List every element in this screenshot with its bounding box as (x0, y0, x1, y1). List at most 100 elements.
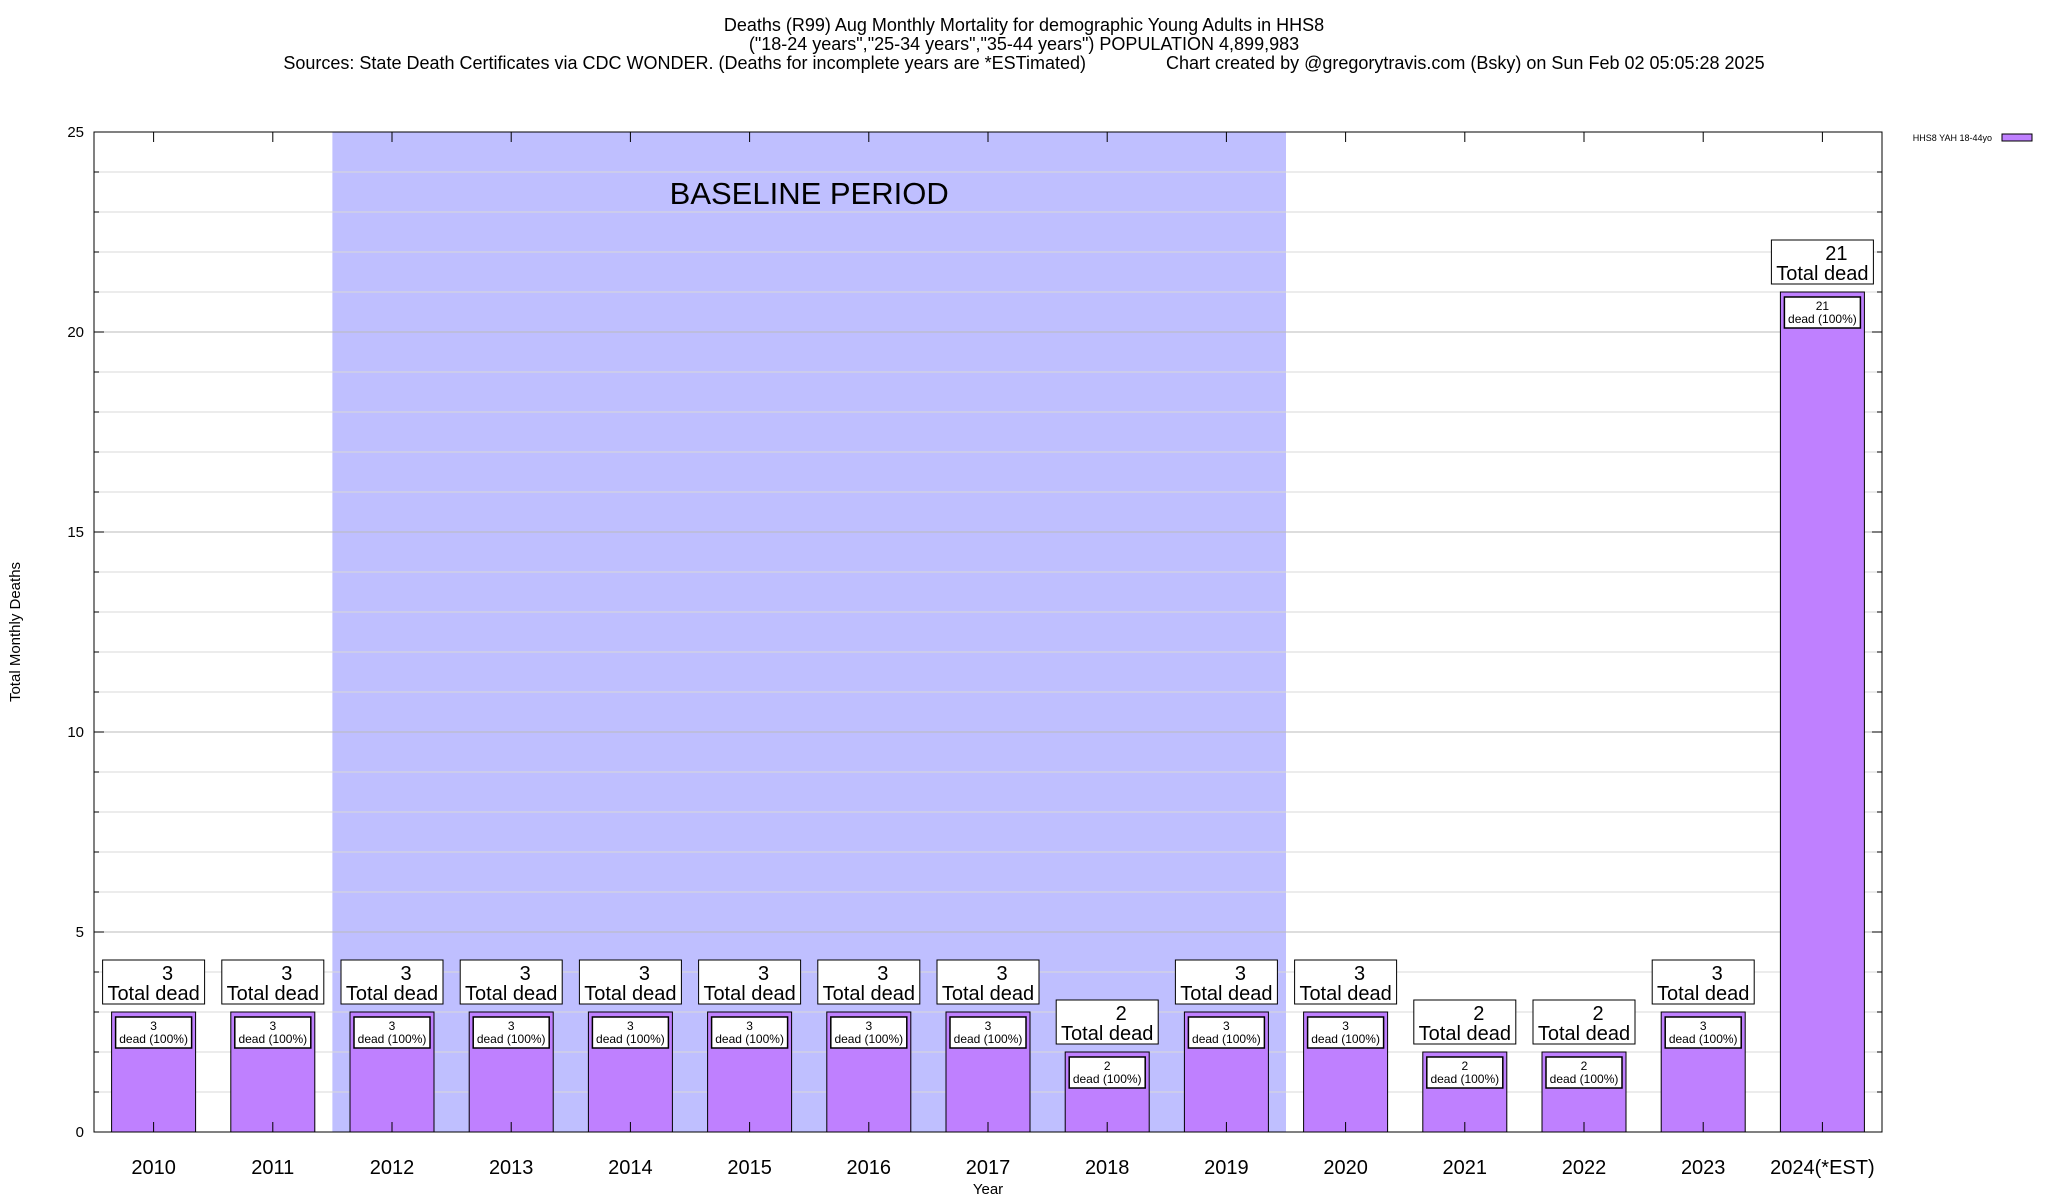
bar-inner-label-text: dead (100%) (715, 1032, 784, 1046)
bar-inner-label-box (1187, 1016, 1266, 1049)
bar-inner-label-text: dead (100%) (834, 1032, 903, 1046)
chart-title: Deaths (R99) Aug Monthly Mortality for d… (723, 15, 1325, 35)
bar-inner-label-text: dead (100%) (954, 1032, 1023, 1046)
bar-inner-label-box (234, 1016, 312, 1049)
bar-inner-label-text: dead (100%) (1669, 1032, 1738, 1046)
bar-inner-label-value: 3 (150, 1019, 157, 1033)
x-axis-label: Year (973, 1181, 1003, 1198)
bar-total-label-value: 3 (877, 963, 888, 985)
x-tick-label: 2023 (1681, 1157, 1726, 1179)
x-tick-label: 2017 (966, 1157, 1011, 1179)
bar-total-label-box (1294, 959, 1398, 1005)
bar-inner-label-value: 3 (508, 1019, 515, 1033)
bar-inner-label-text: dead (100%) (477, 1032, 546, 1046)
bar-total-label-text: Total dead (227, 983, 319, 1005)
bar-inner-label-text: dead (100%) (238, 1032, 307, 1046)
bar-total-label-text: Total dead (1061, 1023, 1153, 1045)
bar-inner-label-value: 3 (985, 1019, 992, 1033)
bar-total-label-box (1174, 959, 1278, 1005)
bar-inner-label-value: 3 (1700, 1019, 1707, 1033)
bar-inner-label-box (472, 1016, 550, 1049)
y-tick-label: 5 (76, 924, 84, 941)
bar-total-label-text: Total dead (584, 983, 676, 1005)
y-tick-label: 10 (67, 724, 84, 741)
bar-total-label-box (459, 959, 563, 1005)
plot-border (93, 131, 1883, 1133)
bar-inner-label-box (1783, 296, 1862, 329)
bar-total-label-value: 2 (1116, 1003, 1127, 1025)
bar-total-label-text: Total dead (942, 983, 1034, 1005)
bar-total-label-text: Total dead (1538, 1023, 1630, 1045)
bar-total-label-value: 2 (1592, 1003, 1603, 1025)
bar-inner-label-text: dead (100%) (1430, 1072, 1499, 1086)
bar-total-label-text: Total dead (1657, 983, 1749, 1005)
bar-total-label-text: Total dead (1776, 263, 1868, 285)
legend-swatch (2001, 133, 2033, 142)
bar-total-label-box (1055, 999, 1159, 1045)
bar-total-label-text: Total dead (823, 983, 915, 1005)
x-tick-label: 2024(*EST) (1770, 1157, 1875, 1179)
bar-inner-label-box (353, 1016, 431, 1049)
bar-inner-label-text: dead (100%) (119, 1032, 188, 1046)
bar-total-label-box (102, 959, 206, 1005)
bar-inner-label-text: dead (100%) (1192, 1032, 1261, 1046)
bar-total-label-box (1770, 239, 1874, 285)
chart-sources: Sources: State Death Certificates via CD… (283, 53, 1765, 73)
bar-inner-label-value: 3 (1342, 1019, 1349, 1033)
bar-total-label-value: 21 (1825, 243, 1847, 265)
bar-inner-label-value: 21 (1816, 299, 1830, 313)
bar-inner-label-box (1426, 1056, 1504, 1089)
bar-inner-label-box (1306, 1016, 1385, 1049)
bar-inner-label-box (949, 1016, 1027, 1049)
x-tick-label: 2019 (1204, 1157, 1249, 1179)
bar-inner-label-box (591, 1016, 670, 1049)
x-tick-label: 2015 (727, 1157, 772, 1179)
bar-total-label-box (340, 959, 444, 1005)
bar-total-label-value: 3 (520, 963, 531, 985)
y-tick-label: 25 (67, 124, 84, 141)
bar-inner-label-value: 3 (746, 1019, 753, 1033)
bar-total-label-box (698, 959, 802, 1005)
bar-total-label-value: 2 (1473, 1003, 1484, 1025)
bar-total-label-box (1413, 999, 1517, 1045)
bar-inner-label-text: dead (100%) (1550, 1072, 1619, 1086)
bar-total-label-text: Total dead (703, 983, 795, 1005)
bar-total-label-box (1651, 959, 1755, 1005)
bar-total-label-value: 3 (400, 963, 411, 985)
bar-inner-label-box (830, 1016, 908, 1049)
bar-total-label-box (817, 959, 921, 1005)
legend-label: HHS8 YAH 18-44yo (1913, 133, 1992, 143)
bar-inner-label-box (114, 1016, 193, 1049)
bar-total-label-box (578, 959, 682, 1005)
x-tick-label: 2021 (1443, 1157, 1488, 1179)
bar-inner-label-value: 3 (269, 1019, 276, 1033)
bar-inner-label-box (710, 1016, 789, 1049)
bar-inner-label-value: 2 (1461, 1059, 1468, 1073)
x-tick-label: 2010 (131, 1157, 176, 1179)
bar-total-label-value: 3 (1712, 963, 1723, 985)
y-tick-label: 0 (76, 1124, 84, 1141)
bar-inner-label-box (1545, 1056, 1623, 1089)
bar-inner-label-box (1664, 1016, 1742, 1049)
bar-total-label-value: 3 (996, 963, 1007, 985)
bar-inner-label-text: dead (100%) (1788, 312, 1857, 326)
bar-total-label-value: 3 (281, 963, 292, 985)
x-tick-label: 2022 (1562, 1157, 1607, 1179)
x-tick-label: 2013 (489, 1157, 534, 1179)
y-tick-label: 15 (67, 524, 84, 541)
bar-total-label-box (221, 959, 325, 1005)
bar-total-label-text: Total dead (1419, 1023, 1511, 1045)
bar (1779, 291, 1865, 1133)
bar-total-label-text: Total dead (465, 983, 557, 1005)
bar-total-label-text: Total dead (1299, 983, 1391, 1005)
x-tick-label: 2020 (1323, 1157, 1368, 1179)
bar-inner-label-value: 3 (1223, 1019, 1230, 1033)
x-tick-label: 2018 (1085, 1157, 1130, 1179)
bar-total-label-box (1532, 999, 1636, 1045)
bar-inner-label-text: dead (100%) (596, 1032, 665, 1046)
bar-inner-label-box (1068, 1056, 1146, 1089)
bar-total-label-text: Total dead (346, 983, 438, 1005)
bar-inner-label-value: 3 (389, 1019, 396, 1033)
bar-inner-label-value: 3 (627, 1019, 634, 1033)
